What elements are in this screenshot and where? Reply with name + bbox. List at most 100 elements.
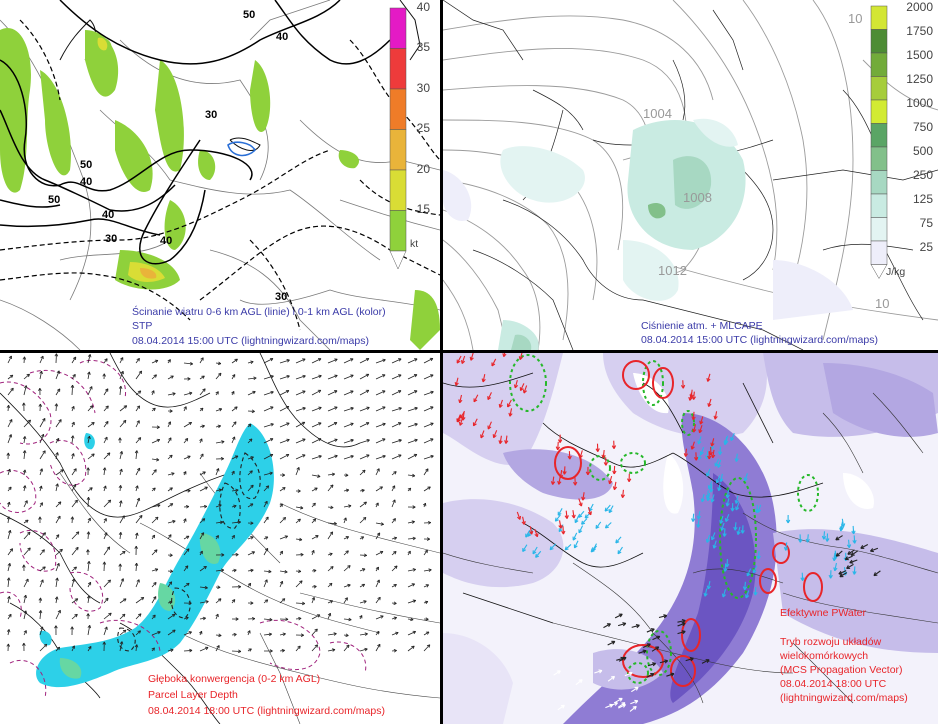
wind-vector-head — [376, 468, 380, 471]
propagation-vector — [718, 482, 721, 491]
wind-vector — [295, 506, 304, 509]
wind-vector — [375, 486, 383, 492]
wind-vector — [311, 550, 315, 556]
wind-vector-head — [398, 358, 402, 362]
wind-vector — [375, 374, 386, 380]
wind-vector — [279, 535, 288, 540]
wind-vector-head — [365, 633, 368, 636]
wind-vector-head — [154, 614, 156, 619]
wind-vector — [407, 474, 415, 477]
wind-vector-head — [411, 475, 416, 478]
wind-vector-head — [152, 614, 156, 617]
propagation-vector-head — [643, 650, 647, 654]
propagation-vector — [557, 508, 563, 516]
propagation-vector-head — [564, 515, 568, 519]
wind-vector — [87, 517, 91, 524]
wind-vector-head — [200, 357, 204, 360]
wind-vector — [167, 581, 173, 588]
wind-vector-head — [412, 506, 416, 509]
wind-vector-head — [366, 358, 370, 362]
wind-vector-head — [431, 406, 434, 410]
propagation-vector-head — [798, 539, 801, 543]
propagation-vector — [852, 525, 855, 534]
wind-vector-head — [56, 388, 61, 391]
wind-vector-head — [103, 485, 106, 489]
wind-vector-head — [297, 490, 301, 493]
wind-vector — [359, 389, 370, 396]
wind-vector-head — [393, 536, 397, 539]
propagation-vector-head — [825, 538, 828, 542]
wind-vector-head — [237, 520, 241, 523]
wind-vector-head — [303, 407, 306, 411]
wind-vector-head — [156, 459, 160, 462]
wind-vector-head — [169, 454, 173, 457]
wind-vector — [423, 486, 431, 492]
colorbar-tick: 40 — [416, 0, 430, 14]
wind-vector-head — [364, 553, 367, 556]
wind-vector-head — [139, 514, 143, 517]
wind-vector — [119, 451, 123, 460]
propagation-vector-head — [713, 415, 716, 420]
wind-vector-head — [248, 438, 253, 441]
wind-vector-head — [38, 610, 42, 614]
wind-vector-head — [135, 532, 138, 536]
wind-vector — [7, 468, 11, 476]
wind-vector-head — [6, 516, 10, 520]
propagation-vector-head — [730, 507, 733, 512]
wind-vector — [135, 515, 143, 524]
wind-vector-head — [238, 651, 242, 654]
wind-vector-head — [158, 631, 161, 635]
propagation-vector-head — [557, 480, 560, 485]
wind-vector-head — [153, 596, 157, 599]
propagation-vector-head — [692, 428, 695, 433]
wind-vector-head — [335, 358, 338, 362]
wind-vector — [327, 406, 338, 412]
wind-vector-head — [428, 522, 432, 525]
wind-vector — [87, 422, 95, 428]
wind-vector — [183, 455, 191, 460]
wind-vector — [7, 374, 14, 380]
wind-vector-head — [55, 577, 58, 581]
wind-vector — [151, 374, 157, 380]
wind-vector — [359, 517, 367, 524]
propagation-vector-head — [785, 519, 789, 524]
wind-vector-head — [284, 517, 287, 521]
wind-vector-head — [350, 358, 354, 362]
wind-vector-head — [87, 517, 91, 521]
propagation-vector-head — [549, 546, 552, 550]
wind-vector-head — [331, 472, 335, 475]
wind-vector-head — [27, 547, 31, 550]
wind-vector-head — [40, 579, 44, 582]
wind-vector — [183, 548, 190, 556]
wind-vector-head — [71, 645, 75, 648]
country-borders — [0, 0, 440, 350]
wind-vector-head — [394, 565, 398, 568]
wind-vector — [391, 551, 397, 556]
colorbar-tick: 35 — [416, 40, 430, 54]
wind-vector — [23, 610, 27, 620]
wind-vector-head — [264, 579, 268, 582]
wind-vector-head — [86, 595, 90, 599]
wind-vector-head — [120, 578, 124, 581]
wind-vector-head — [75, 531, 79, 534]
wind-vector-head — [345, 550, 349, 552]
propagation-vector-head — [627, 478, 630, 483]
propagation-vector — [587, 507, 592, 515]
wind-vector-head — [139, 390, 142, 394]
wind-vector-head — [361, 536, 365, 540]
wind-vector-head — [106, 546, 110, 549]
wind-vector-head — [299, 580, 303, 583]
wind-vector-head — [88, 497, 91, 501]
propagation-vector-head — [707, 403, 710, 407]
wind-vector-head — [73, 453, 75, 457]
wind-vector — [167, 393, 176, 396]
colorbar-swatch — [870, 170, 888, 195]
propagation-vector — [651, 646, 660, 652]
wind-vector-head — [219, 520, 223, 523]
wind-vector-head — [220, 521, 224, 525]
wind-vector — [343, 536, 349, 540]
wind-vector-head — [424, 549, 428, 552]
wind-vector-head — [40, 597, 43, 601]
wind-vector-head — [109, 499, 112, 504]
wind-vector — [183, 582, 190, 588]
